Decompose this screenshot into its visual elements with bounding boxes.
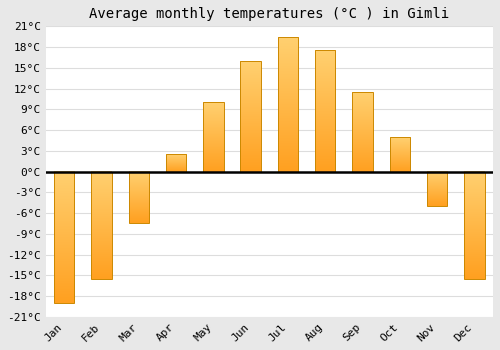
- Bar: [278, 37, 298, 172]
- Bar: [390, 137, 410, 172]
- Bar: [427, 172, 448, 206]
- Bar: [203, 102, 224, 172]
- Bar: [240, 61, 261, 172]
- Bar: [166, 154, 186, 172]
- Bar: [128, 172, 149, 223]
- Title: Average monthly temperatures (°C ) in Gimli: Average monthly temperatures (°C ) in Gi…: [89, 7, 450, 21]
- Bar: [91, 172, 112, 279]
- Bar: [464, 172, 484, 279]
- Bar: [315, 50, 336, 172]
- Bar: [352, 92, 373, 172]
- Bar: [54, 172, 74, 303]
